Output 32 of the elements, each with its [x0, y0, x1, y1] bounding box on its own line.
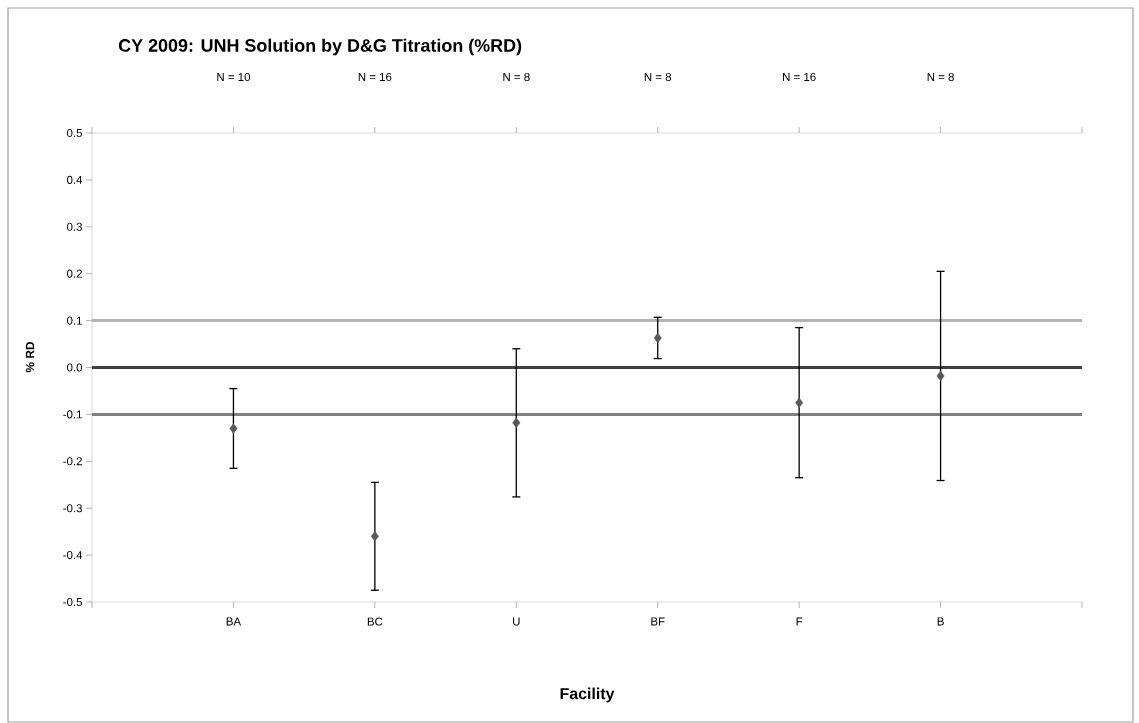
x-tick-label: F	[796, 617, 803, 626]
y-tick-label: 0.3	[67, 222, 82, 231]
chart-title: CY 2009: UNH Solution by D&G Titration (%RD)	[118, 38, 522, 56]
point	[653, 332, 662, 344]
x-tick-label: B	[937, 617, 944, 626]
point	[370, 531, 379, 542]
y-tick-label: 0.5	[67, 128, 83, 138]
point	[795, 397, 804, 408]
text: N = 10	[217, 72, 251, 82]
x-axis-title: Facility	[560, 687, 615, 703]
text: N = 8	[503, 72, 530, 82]
y-tick-label: 0.0	[67, 363, 83, 372]
x-tick-label: BA	[226, 617, 242, 626]
text: N = 8	[927, 72, 954, 82]
y-tick-label: 0.2	[67, 269, 82, 278]
point	[512, 417, 521, 429]
y-tick-label: -0.4	[63, 551, 83, 560]
point	[936, 370, 945, 382]
text: N = 16	[783, 72, 816, 82]
x-tick-label: BC	[367, 617, 383, 626]
point	[229, 423, 238, 434]
y-tick-label: -0.5	[63, 597, 83, 607]
text: N = 8	[644, 72, 672, 82]
y-tick-label: 0.4	[67, 175, 83, 184]
y-tick-label: -0.1	[63, 410, 82, 419]
y-tick-label: -0.2	[63, 457, 82, 466]
text: N = 16	[358, 72, 392, 82]
y-axis-title: % RD	[25, 341, 35, 373]
y-tick-label: -0.3	[63, 504, 82, 513]
x-tick-label: U	[513, 617, 520, 626]
x-tick-label: BF	[651, 617, 665, 626]
y-tick-label: 0.1	[67, 316, 82, 325]
